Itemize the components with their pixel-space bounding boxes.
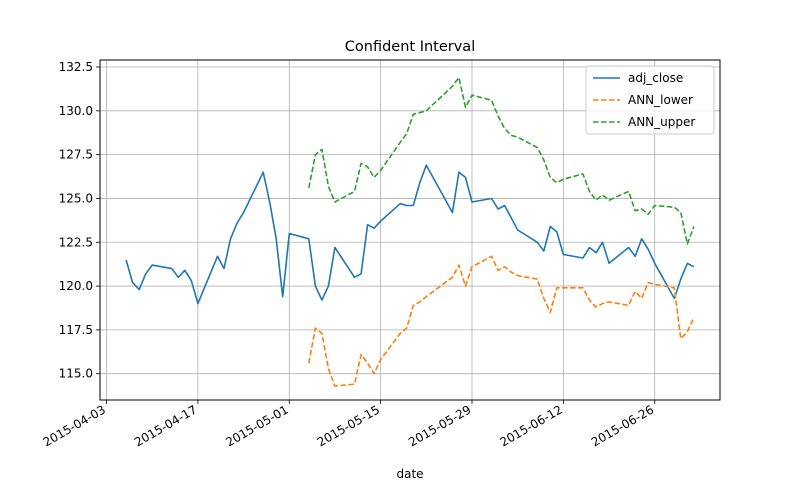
legend-label: adj_close [628,71,683,85]
legend-label: ANN_upper [628,115,695,129]
legend-box [585,65,715,135]
chart-title: Confident Interval [345,39,475,55]
series-layer [125,76,695,387]
plot-frame [99,59,721,401]
grid [100,60,720,400]
y-tick-label: 120.0 [59,279,93,293]
y-axis: 115.0 117.5 120.0 122.5 125.0 127.5 130.0 132.5 [59,60,100,381]
legend-label: ANN_lower [628,93,693,107]
series-line-ann-upper [308,76,695,245]
series-line-ann-lower [308,255,695,387]
legend: adj_close ANN_lower ANN_upper [585,65,715,135]
y-tick-label: 125.0 [59,191,93,205]
y-tick-label: 117.5 [59,323,93,337]
y-tick-label: 122.5 [59,235,93,249]
y-tick-label: 115.0 [59,367,93,381]
y-tick-label: 127.5 [59,148,93,162]
y-tick-label: 130.0 [59,104,93,118]
series-line-adj-close [125,164,695,305]
x-axis-label: date [396,467,423,481]
y-tick-label: 132.5 [59,60,93,74]
